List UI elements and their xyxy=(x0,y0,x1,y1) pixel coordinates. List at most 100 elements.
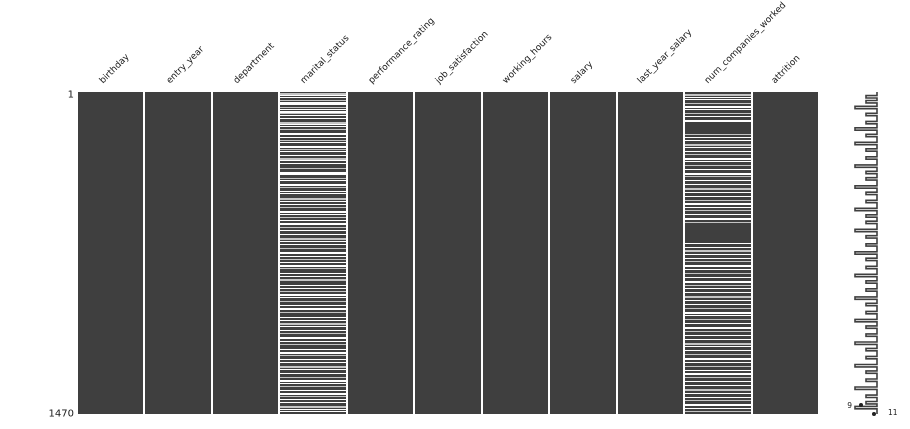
missing-value-stripe xyxy=(280,279,346,282)
missing-value-stripe xyxy=(280,171,346,174)
missing-value-stripe xyxy=(280,93,346,96)
missing-value-stripe xyxy=(280,272,346,274)
missing-value-stripe xyxy=(280,101,346,104)
missing-value-stripe xyxy=(685,357,751,360)
column-label-salary: salary xyxy=(568,59,595,86)
missing-value-stripe xyxy=(685,381,751,383)
missing-value-stripe xyxy=(280,137,346,139)
column-label-job_satisfaction: job_satisfaction xyxy=(433,29,491,86)
matrix-column-attrition xyxy=(752,92,818,414)
missing-value-stripe xyxy=(685,338,751,340)
missing-value-stripe xyxy=(685,323,751,325)
missing-value-stripe xyxy=(280,229,346,231)
missing-value-stripe xyxy=(280,344,346,346)
missing-value-stripe xyxy=(280,376,346,378)
missing-value-stripe xyxy=(280,160,346,162)
missing-value-stripe xyxy=(685,176,751,178)
row-completeness-sparkline xyxy=(854,92,878,416)
missing-value-stripe xyxy=(685,288,751,290)
missing-value-stripe xyxy=(280,174,346,176)
column-label-department: department xyxy=(232,41,277,86)
missing-value-stripe xyxy=(685,109,751,111)
missing-value-stripe xyxy=(280,211,346,214)
matrix-column-job_satisfaction xyxy=(415,92,481,414)
missing-value-stripe xyxy=(685,257,751,259)
missing-value-stripe xyxy=(280,323,346,326)
missing-value-stripe xyxy=(685,400,751,402)
row-axis-tick-bottom: 1470 xyxy=(48,408,74,420)
missing-value-stripe xyxy=(685,147,751,149)
missing-value-stripe xyxy=(280,146,346,149)
missing-value-stripe xyxy=(685,392,751,394)
matrix-column-birthday xyxy=(78,92,144,414)
missing-value-stripe xyxy=(685,172,751,175)
missing-value-stripe xyxy=(280,383,346,385)
missing-value-stripe xyxy=(685,284,751,286)
missing-value-stripe xyxy=(280,126,346,128)
missing-value-stripe xyxy=(280,113,346,115)
missing-value-stripe xyxy=(280,294,346,297)
missing-value-stripe xyxy=(280,361,346,363)
missing-value-stripe xyxy=(280,142,346,144)
missing-value-stripe xyxy=(685,280,751,283)
missing-value-stripe xyxy=(280,379,346,382)
missing-value-stripe xyxy=(685,361,751,363)
missing-value-stripe xyxy=(280,348,346,350)
missing-value-stripe xyxy=(685,265,751,268)
missing-value-stripe xyxy=(685,112,751,114)
sparkline-min-label: 9 xyxy=(847,401,852,410)
missing-value-stripe xyxy=(280,319,346,321)
missing-value-stripe xyxy=(685,203,751,206)
missing-value-stripe xyxy=(280,276,346,278)
missing-value-stripe xyxy=(280,103,346,105)
missing-value-stripe xyxy=(280,115,346,117)
missing-value-stripe xyxy=(280,223,346,226)
missing-value-stripe xyxy=(685,243,751,245)
matrix-column-entry_year xyxy=(145,92,211,414)
missing-value-stripe xyxy=(685,377,751,379)
missing-value-stripe xyxy=(685,133,751,135)
missing-value-stripe xyxy=(280,106,346,108)
missing-value-stripe xyxy=(280,326,346,328)
missing-value-stripe xyxy=(280,368,346,370)
matrix-columns xyxy=(78,92,818,414)
sparkline-min-dot xyxy=(859,403,863,407)
missing-value-stripe xyxy=(280,332,346,334)
missing-value-stripe xyxy=(280,252,346,255)
missing-value-stripe xyxy=(685,115,751,117)
missing-value-stripe xyxy=(280,329,346,331)
missing-value-stripe xyxy=(280,234,346,236)
missing-value-stripe xyxy=(280,97,346,99)
missing-value-stripe xyxy=(685,300,751,301)
missing-value-stripe xyxy=(280,248,346,250)
missing-value-stripe xyxy=(685,319,751,321)
matrix-column-salary xyxy=(550,92,616,414)
missing-value-stripe xyxy=(280,99,346,101)
missing-value-stripe xyxy=(685,307,751,309)
missing-value-stripe xyxy=(685,365,751,367)
matrix-column-last_year_salary xyxy=(617,92,684,414)
missing-value-stripe xyxy=(280,128,346,130)
missing-value-stripe xyxy=(280,411,346,413)
missing-value-stripe xyxy=(685,292,751,294)
missing-value-stripe xyxy=(685,195,751,197)
missing-value-stripe xyxy=(685,153,751,155)
missing-value-stripe xyxy=(280,177,346,179)
missing-value-stripe xyxy=(685,269,751,271)
sparkline-path xyxy=(854,92,878,414)
missing-value-stripe xyxy=(685,207,751,209)
missing-value-stripe xyxy=(685,330,751,332)
missing-value-stripe xyxy=(685,157,751,160)
missing-value-stripe xyxy=(685,385,751,387)
missing-value-stripe xyxy=(685,187,751,190)
missing-value-stripe xyxy=(280,355,346,357)
missing-value-stripe xyxy=(685,261,751,263)
missing-value-stripe xyxy=(280,216,346,218)
sparkline-end-dot xyxy=(872,412,876,416)
missing-value-stripe xyxy=(685,96,751,98)
missing-value-stripe xyxy=(280,121,346,124)
missing-value-stripe xyxy=(685,168,751,170)
missing-value-stripe xyxy=(280,389,346,391)
missing-value-stripe xyxy=(280,358,346,360)
missing-value-stripe xyxy=(280,395,346,397)
